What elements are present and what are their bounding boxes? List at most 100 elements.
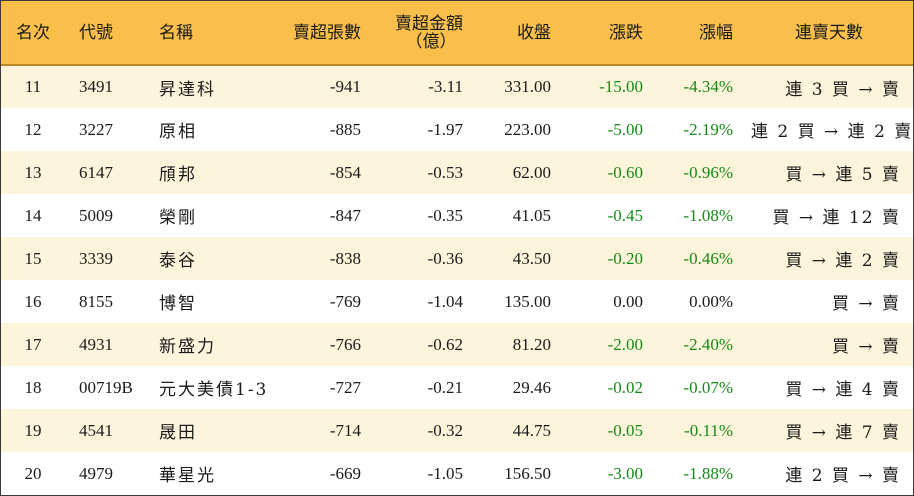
rank-cell: 12 <box>24 119 42 139</box>
name-cell: 泰谷 <box>159 251 197 271</box>
change-pct-cell: 0.00% <box>689 291 733 311</box>
table-row: 14 5009 榮剛 -847 -0.35 41.05 -0.45 -1.08% 買 → 連 1… <box>1 194 913 237</box>
table-row: 15 3339 泰谷 -838 -0.36 43.50 -0.20 -0.46% 買 → 連 2… <box>1 237 913 280</box>
sell-amount-cell: -0.53 <box>427 162 463 182</box>
header-change: 漲跌 <box>563 1 655 66</box>
code-cell: 00719B <box>79 377 133 397</box>
rank-cell: 11 <box>24 77 42 96</box>
table-header: 名次 代號 名稱 賣超張數 賣超金額 （億） 收盤 漲跌 漲幅 連賣天數 <box>1 1 913 66</box>
sell-amount-cell: -0.62 <box>427 334 463 354</box>
change-cell: -5.00 <box>607 119 643 139</box>
code-cell: 4541 <box>79 420 113 440</box>
change-cell: -0.20 <box>607 248 643 268</box>
change-pct-cell: -0.96% <box>683 162 733 182</box>
streak-cell: 買 → 連 7 賣 <box>785 423 901 443</box>
table-row: 20 4979 華星光 -669 -1.05 156.50 -3.00 -1.88% 連 2 買… <box>1 452 913 495</box>
change-cell: 0.00 <box>613 291 643 311</box>
close-cell: 331.00 <box>504 77 551 96</box>
sell-amount-cell: -0.21 <box>427 377 463 397</box>
close-cell: 44.75 <box>512 420 551 440</box>
change-pct-cell: -0.46% <box>683 248 733 268</box>
sell-lots-cell: -885 <box>329 119 361 139</box>
sell-amount-cell: -0.32 <box>427 420 463 440</box>
sell-lots-cell: -941 <box>329 77 361 96</box>
rank-cell: 15 <box>24 248 42 268</box>
name-cell: 昇達科 <box>159 79 216 100</box>
close-cell: 156.50 <box>504 463 551 483</box>
change-pct-cell: -2.19% <box>683 119 733 139</box>
code-cell: 8155 <box>79 291 113 311</box>
sell-amount-cell: -3.11 <box>428 77 463 96</box>
header-rank: 名次 <box>1 1 65 66</box>
table-row: 19 4541 晟田 -714 -0.32 44.75 -0.05 -0.11% 買 → 連 7… <box>1 409 913 452</box>
header-streak: 連賣天數 <box>745 1 913 66</box>
close-cell: 43.50 <box>512 248 551 268</box>
close-cell: 29.46 <box>512 377 551 397</box>
header-sell-amount: 賣超金額 （億） <box>373 1 475 66</box>
close-cell: 223.00 <box>504 119 551 139</box>
streak-cell: 買 → 賣 <box>831 294 901 314</box>
change-cell: -0.45 <box>607 205 643 225</box>
table-body: 11 3491 昇達科 -941 -3.11 331.00 -15.00 -4.34% 連 3 … <box>1 65 913 495</box>
streak-cell: 買 → 連 5 賣 <box>785 165 901 185</box>
streak-cell: 連 3 買 → 賣 <box>785 79 901 100</box>
name-cell: 博智 <box>159 294 197 314</box>
header-change-pct: 漲幅 <box>655 1 745 66</box>
streak-cell: 買 → 連 2 賣 <box>785 251 901 271</box>
header-row: 名次 代號 名稱 賣超張數 賣超金額 （億） 收盤 漲跌 漲幅 連賣天數 <box>1 1 913 66</box>
rank-cell: 16 <box>24 291 42 311</box>
header-sell-lots: 賣超張數 <box>279 1 373 66</box>
rank-cell: 20 <box>24 463 42 483</box>
name-cell: 頎邦 <box>159 165 197 185</box>
streak-cell: 買 → 連 12 賣 <box>772 208 901 228</box>
name-cell: 原相 <box>159 122 197 142</box>
header-code: 代號 <box>65 1 145 66</box>
change-cell: -0.60 <box>607 162 643 182</box>
table-row: 17 4931 新盛力 -766 -0.62 81.20 -2.00 -2.40% 買 → 賣 <box>1 323 913 366</box>
change-pct-cell: -0.07% <box>683 377 733 397</box>
close-cell: 81.20 <box>512 334 551 354</box>
rank-cell: 17 <box>24 334 42 354</box>
sell-lots-cell: -714 <box>329 420 361 440</box>
table-row: 11 3491 昇達科 -941 -3.11 331.00 -15.00 -4.34% 連 3 … <box>1 65 913 108</box>
change-cell: -0.02 <box>607 377 643 397</box>
name-cell: 榮剛 <box>159 208 197 228</box>
code-cell: 3227 <box>79 119 113 139</box>
table-row: 12 3227 原相 -885 -1.97 223.00 -5.00 -2.19% 連 2 買 … <box>1 108 913 151</box>
header-sell-amount-line1: 賣超金額 <box>395 13 463 34</box>
sell-amount-cell: -1.05 <box>427 463 463 483</box>
rank-cell: 19 <box>24 420 42 440</box>
name-cell: 元大美債1-3 <box>159 380 269 400</box>
name-cell: 華星光 <box>159 466 216 486</box>
sell-lots-cell: -769 <box>329 291 361 311</box>
code-cell: 5009 <box>79 205 113 225</box>
streak-cell: 買 → 賣 <box>831 337 901 357</box>
sell-lots-cell: -854 <box>329 162 361 182</box>
sell-lots-cell: -727 <box>329 377 361 397</box>
change-pct-cell: -0.11% <box>684 420 733 440</box>
table-row: 18 00719B 元大美債1-3 -727 -0.21 29.46 -0.02 -0.07%… <box>1 366 913 409</box>
code-cell: 3339 <box>79 248 113 268</box>
header-name: 名稱 <box>145 1 279 66</box>
change-pct-cell: -1.88% <box>683 463 733 483</box>
change-pct-cell: -2.40% <box>683 334 733 354</box>
header-sell-amount-line2: （億） <box>405 31 457 52</box>
sell-lots-cell: -766 <box>329 334 361 354</box>
rank-cell: 13 <box>24 162 42 182</box>
code-cell: 4979 <box>79 463 113 483</box>
table-row: 13 6147 頎邦 -854 -0.53 62.00 -0.60 -0.96% 買 → 連 5… <box>1 151 913 194</box>
rank-cell: 18 <box>24 377 42 397</box>
code-cell: 6147 <box>79 162 113 182</box>
close-cell: 62.00 <box>512 162 551 182</box>
rank-cell: 14 <box>24 205 42 225</box>
sell-amount-cell: -1.04 <box>427 291 463 311</box>
change-cell: -15.00 <box>599 77 643 96</box>
sell-lots-cell: -838 <box>329 248 361 268</box>
streak-cell: 連 2 買 → 連 2 賣 <box>751 122 914 142</box>
sell-amount-cell: -1.97 <box>427 119 463 139</box>
name-cell: 新盛力 <box>159 337 216 357</box>
close-cell: 41.05 <box>512 205 551 225</box>
code-cell: 4931 <box>79 334 113 354</box>
